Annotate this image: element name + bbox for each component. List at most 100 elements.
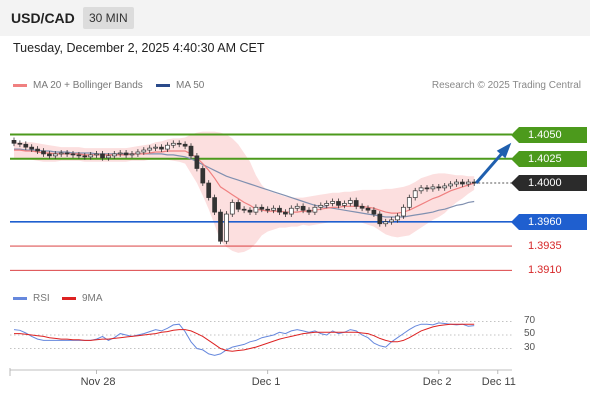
rsi-tick-label: 50 [524,328,536,339]
candle-body [330,201,335,204]
candle-body [29,146,35,150]
candle-body [218,211,223,242]
candle-body [153,146,158,149]
candle-body [235,202,241,210]
candle-body [383,221,389,225]
level-label-1.3935: 1.3935 [519,238,587,254]
rsi-ma-line [14,323,475,352]
candle-body [88,154,94,158]
legend-rsi-ma: 9MA [62,293,103,304]
candle-body [200,168,206,184]
candle-body [58,152,64,155]
candle-body [47,153,52,157]
candle-body [206,182,212,198]
candle-body [300,205,306,211]
candle-body [41,150,46,155]
candle-body [324,203,330,206]
candle-body [94,153,99,156]
candle-body [117,152,123,155]
candle-body [460,181,465,185]
candle-body [365,207,371,211]
candle-body [253,206,259,213]
level-value: 1.3910 [528,264,562,277]
candle-body [176,142,182,145]
candle-body [170,142,176,146]
level-label-1.3960: 1.3960 [511,213,587,230]
candle-body [147,147,153,151]
candle-body [465,181,471,185]
rsi-tick-label: 30 [524,341,536,353]
candle-body [76,154,82,157]
ma50-label: MA 50 [176,80,205,91]
candle-body [182,143,188,147]
ma20-swatch [13,83,27,87]
candle-body [283,211,288,215]
candle-body [353,200,359,207]
candle-body [430,186,436,190]
candle-body [294,205,300,209]
candle-body [64,152,70,155]
rsi-label: RSI [33,293,50,304]
candle-body [17,142,23,145]
candle-body [135,151,141,155]
candle-body [436,186,442,189]
ma20-label: MA 20 + Bollinger Bands [33,80,143,91]
candle-body [389,219,394,223]
level-pointer [511,126,519,143]
candle-body [377,213,383,225]
candle-body [271,207,276,211]
legend-ma20: MA 20 + Bollinger Bands [13,80,143,91]
candle-body [141,149,147,153]
candle-body [82,155,88,158]
timestamp: Tuesday, December 2, 2025 4:40:30 AM CET [13,41,265,55]
rsi-ma-swatch [62,296,76,300]
level-value: 1.4025 [528,152,562,165]
candle-body [442,185,448,189]
candle-body [11,140,17,144]
candle-body [194,155,200,169]
level-label-1.3910: 1.3910 [519,262,587,278]
candle-body [224,213,229,242]
candle-body [70,153,76,156]
candle-body [371,209,377,215]
candle-body [123,152,129,156]
candle-body [318,204,324,208]
level-value: 1.3935 [528,240,562,253]
candle-body [259,206,265,210]
level-pointer [511,213,519,230]
rsi-ma-label: 9MA [82,293,103,304]
candle-body [35,148,40,152]
candle-body [401,206,406,217]
candle-body [23,143,29,148]
candle-body [52,153,58,157]
level-pointer [511,175,519,192]
candle-body [448,183,453,187]
level-label-1.4050: 1.4050 [511,126,587,143]
candle-body [247,209,253,213]
x-tick-label: Dec 2 [422,376,452,388]
candle-body [312,206,318,213]
candle-body [188,145,194,157]
candle-body [277,207,282,213]
candle-body [265,208,271,211]
level-value: 1.3960 [528,215,562,228]
candle-body [347,200,353,204]
rsi-tick-label: 70 [524,314,536,326]
timeframe-badge[interactable]: 30 MIN [83,7,134,29]
candle-body [336,201,341,206]
candle-body [454,181,459,185]
candle-body [288,207,294,215]
x-tick-label: Nov 28 [80,376,116,388]
ma50-swatch [156,83,170,87]
candle-body [111,153,117,157]
candle-body [165,144,170,150]
projection-arrow-head [496,142,512,159]
level-label-1.4000: 1.4000 [511,175,587,192]
candle-body [100,153,105,159]
candle-body [424,187,430,190]
header-bar: USD/CAD 30 MIN [0,0,590,36]
level-pointer [511,150,519,167]
candle-body [159,146,164,150]
legend-rsi: RSI [13,293,50,304]
candle-body [395,215,400,221]
